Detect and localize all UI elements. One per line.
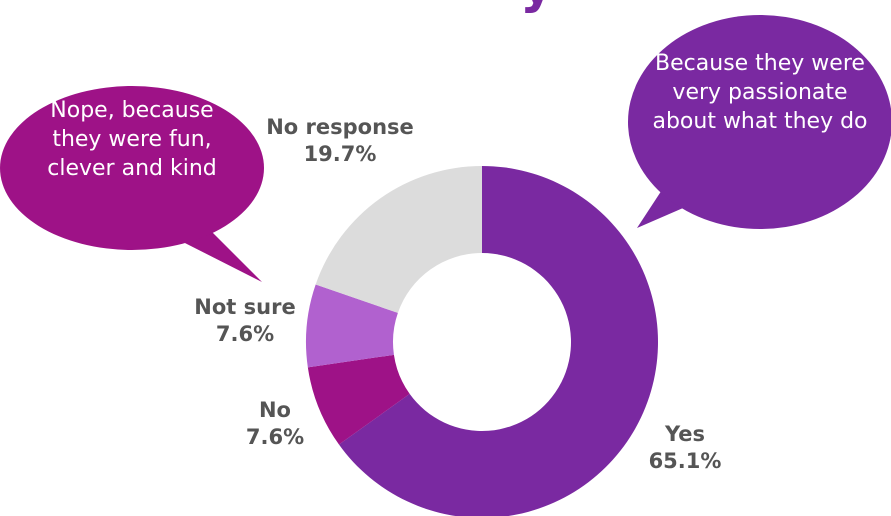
left-speech-bubble-body — [0, 86, 264, 250]
slice-no — [307, 354, 410, 445]
slice-value-not-sure: 7.6% — [215, 322, 275, 347]
donut-chart — [305, 166, 658, 516]
slice-label-not-sure: Not sure 7.6% — [180, 294, 310, 349]
slice-value-yes: 65.1% — [648, 449, 722, 474]
slice-category-no-response: No response — [266, 115, 414, 139]
slice-label-no-response: No response 19.7% — [245, 114, 435, 169]
title-fragment: y — [520, 0, 554, 15]
slice-yes — [338, 166, 658, 516]
slice-not-sure — [305, 284, 398, 368]
left-bubble-text: Nope, because they were fun, clever and … — [47, 98, 217, 182]
slice-category-yes: Yes — [664, 422, 706, 446]
slice-category-not-sure: Not sure — [194, 295, 296, 319]
right-speech-bubble-body — [628, 15, 891, 229]
slice-value-no: 7.6% — [245, 425, 305, 450]
slice-label-no: No 7.6% — [230, 397, 320, 452]
slice-value-no-response: 19.7% — [303, 142, 377, 167]
slice-category-no: No — [258, 398, 291, 422]
right-bubble-text: Because they were very passionate about … — [652, 51, 868, 135]
slice-label-yes: Yes 65.1% — [630, 421, 740, 476]
slice-no-response — [315, 166, 482, 313]
